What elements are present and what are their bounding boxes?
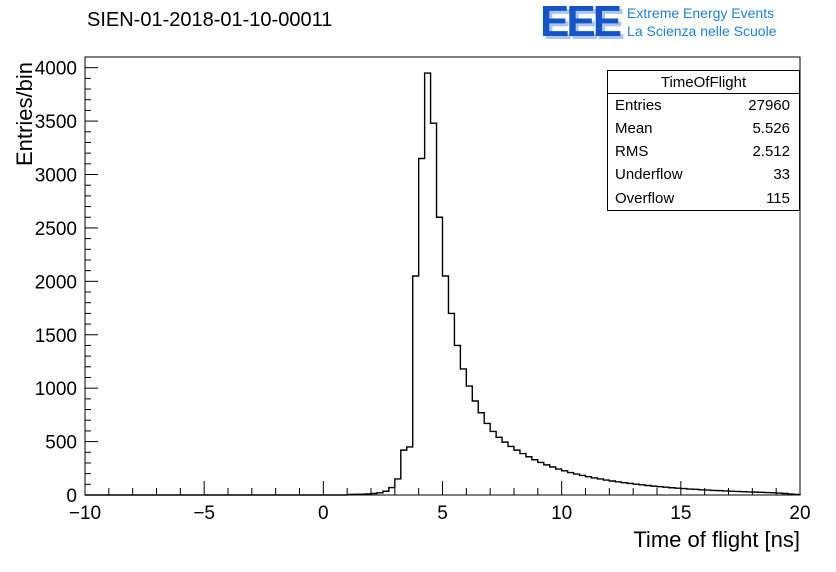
y-tick-label: 0 [66, 486, 77, 507]
x-axis-title: Time of flight [ns] [633, 527, 800, 552]
x-tick-label: −5 [193, 503, 215, 524]
plot-title: SIEN-01-2018-01-10-00011 [87, 9, 333, 31]
eee-logo-acronym: EEE [540, 0, 622, 46]
y-tick-label: 500 [45, 433, 77, 454]
x-tick-label: 5 [437, 503, 448, 524]
x-tick-label: 0 [318, 503, 329, 524]
stats-label: Mean [615, 119, 653, 137]
y-tick-label: 3500 [35, 112, 77, 133]
stats-label: Overflow [615, 189, 675, 207]
y-tick-label: 1500 [35, 326, 77, 347]
histogram-line [85, 72, 801, 496]
y-tick-label: 2500 [35, 219, 77, 240]
eee-logo-line2: La Scienza nelle Scuole [627, 22, 777, 39]
stats-value: 27960 [748, 96, 790, 114]
y-tick-label: 3000 [35, 166, 77, 187]
stats-row-overflow: Overflow 115 [608, 187, 799, 210]
stats-value: 2.512 [752, 143, 790, 160]
y-tick-label: 2000 [35, 272, 77, 293]
eee-logo-text: Extreme Energy Events La Scienza nelle S… [627, 5, 776, 40]
stats-label: Entries [615, 96, 662, 114]
stats-value: 5.526 [752, 119, 790, 137]
stats-value: 115 [766, 189, 790, 207]
stats-row-rms: RMS 2.512 [608, 141, 799, 164]
x-tick-label: −10 [69, 503, 101, 524]
x-tick-label: 10 [551, 503, 572, 524]
y-axis-title: Entries/bin [12, 62, 37, 166]
eee-logo-line1: Extreme Energy Events [627, 5, 775, 21]
y-tick-label: 4000 [35, 59, 77, 80]
stats-label: Underflow [615, 166, 683, 184]
stats-row-entries: Entries 27960 [608, 94, 799, 117]
stats-box: TimeOfFlight Entries 27960 Mean 5.526 RM… [607, 70, 800, 212]
stats-row-underflow: Underflow 33 [608, 164, 799, 187]
y-tick-label: 1000 [35, 379, 77, 400]
stats-label: RMS [615, 143, 649, 160]
x-tick-label: 15 [670, 503, 691, 524]
eee-logo: EEE Extreme Energy Events La Scienza nel… [540, 0, 776, 46]
x-tick-label: 20 [789, 503, 810, 524]
stats-box-title: TimeOfFlight [608, 71, 799, 94]
stats-row-mean: Mean 5.526 [608, 117, 799, 140]
stats-value: 33 [773, 166, 790, 184]
